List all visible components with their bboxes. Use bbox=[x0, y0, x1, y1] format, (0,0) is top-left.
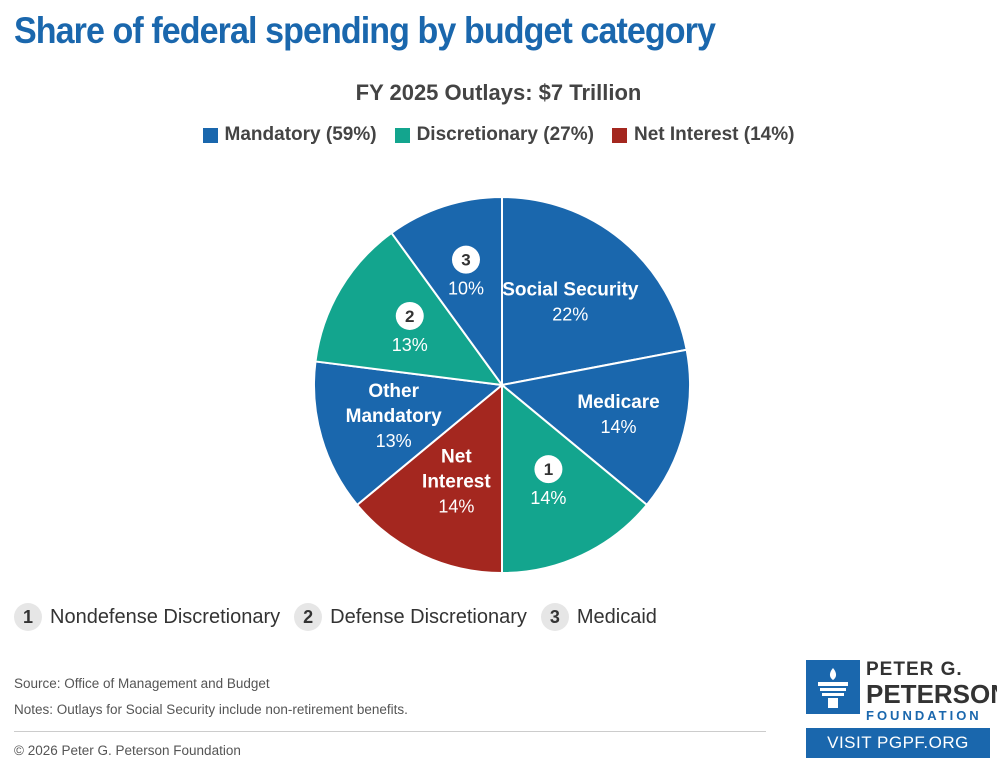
legend-label-mandatory: Mandatory (59%) bbox=[224, 124, 377, 145]
legend-item-discretionary: Discretionary (27%) bbox=[394, 124, 594, 146]
pie-slice-net-interest bbox=[355, 382, 503, 575]
key-item-1: 1 Nondefense Discretionary bbox=[14, 603, 280, 631]
slice-value-label: 14% bbox=[530, 488, 566, 508]
key-label: Defense Discretionary bbox=[330, 605, 527, 628]
key-number-badge: 2 bbox=[294, 603, 323, 631]
pie-slice-other-mandatory bbox=[313, 360, 505, 507]
copyright: © 2026 Peter G. Peterson Foundation bbox=[14, 743, 241, 758]
slice-value-label: 14% bbox=[601, 417, 637, 437]
slice-value-label: 10% bbox=[448, 279, 484, 299]
slice-value-label: 13% bbox=[392, 335, 428, 355]
notes: Notes: Outlays for Social Security inclu… bbox=[14, 702, 408, 717]
logo-line-2: PETERSON bbox=[866, 679, 997, 709]
slice-label: Interest bbox=[422, 471, 491, 492]
pgpf-logo[interactable]: PETER G. PETERSON FOUNDATION bbox=[806, 660, 997, 722]
source-note: Source: Office of Management and Budget bbox=[14, 676, 270, 691]
key-item-2: 2 Defense Discretionary bbox=[294, 603, 527, 631]
slice-badge-number: 1 bbox=[544, 460, 553, 479]
torch-icon bbox=[806, 660, 860, 714]
slice-value-label: 14% bbox=[438, 496, 474, 516]
slice-value-label: 13% bbox=[376, 431, 412, 451]
key-number-badge: 1 bbox=[14, 603, 42, 631]
slice-label: Medicare bbox=[577, 392, 659, 413]
key-item-3: 3 Medicaid bbox=[540, 603, 657, 631]
legend-item-net-interest: Net Interest (14%) bbox=[611, 124, 795, 146]
slice-label: Other bbox=[368, 381, 419, 402]
slice-badge-circle bbox=[451, 245, 480, 274]
key-label: Nondefense Discretionary bbox=[50, 605, 281, 628]
legend-swatch-discretionary bbox=[394, 127, 410, 143]
visit-pgpf-button[interactable]: VISIT PGPF.ORG bbox=[806, 728, 990, 758]
legend-label-discretionary: Discretionary (27%) bbox=[416, 124, 594, 145]
slice-badge-number: 3 bbox=[461, 251, 470, 270]
logo-line-1: PETER G. bbox=[866, 659, 963, 680]
key-label: Medicaid bbox=[576, 605, 657, 628]
slice-badge-number: 2 bbox=[405, 307, 414, 326]
pie-slice-social-security bbox=[501, 195, 688, 387]
pie-slice-badge-3 bbox=[390, 195, 503, 389]
chart-subtitle: FY 2025 Outlays: $7 Trillion bbox=[355, 80, 642, 105]
legend: Mandatory (59%) Discretionary (27%) Net … bbox=[0, 124, 997, 146]
legend-swatch-mandatory bbox=[202, 127, 218, 143]
slice-badge-circle bbox=[395, 301, 424, 330]
slice-label: Social Security bbox=[502, 279, 639, 300]
slice-value-label: 22% bbox=[552, 304, 588, 324]
key-number-badge: 3 bbox=[540, 603, 569, 631]
logo-line-3: FOUNDATION bbox=[866, 708, 982, 723]
pie-chart: Social Security 22% Medicare 14% 1 14% Net Inte… bbox=[313, 195, 691, 575]
footer-divider bbox=[14, 731, 766, 732]
slice-label: Net bbox=[441, 446, 472, 467]
slice-label: Mandatory bbox=[346, 406, 443, 427]
legend-label-net-interest: Net Interest (14%) bbox=[633, 124, 795, 145]
pie-slice-medicare bbox=[499, 348, 691, 507]
legend-item-mandatory: Mandatory (59%) bbox=[202, 124, 377, 146]
pie-slice-badge-1 bbox=[501, 382, 649, 575]
chart-title: Share of federal spending by budget cate… bbox=[14, 10, 716, 51]
legend-swatch-net-interest bbox=[611, 127, 627, 143]
slice-badge-circle bbox=[534, 455, 563, 484]
number-key: 1 Nondefense Discretionary 2 Defense Dis… bbox=[14, 603, 657, 631]
logo-wordmark: PETER G. PETERSON FOUNDATION bbox=[866, 660, 997, 722]
